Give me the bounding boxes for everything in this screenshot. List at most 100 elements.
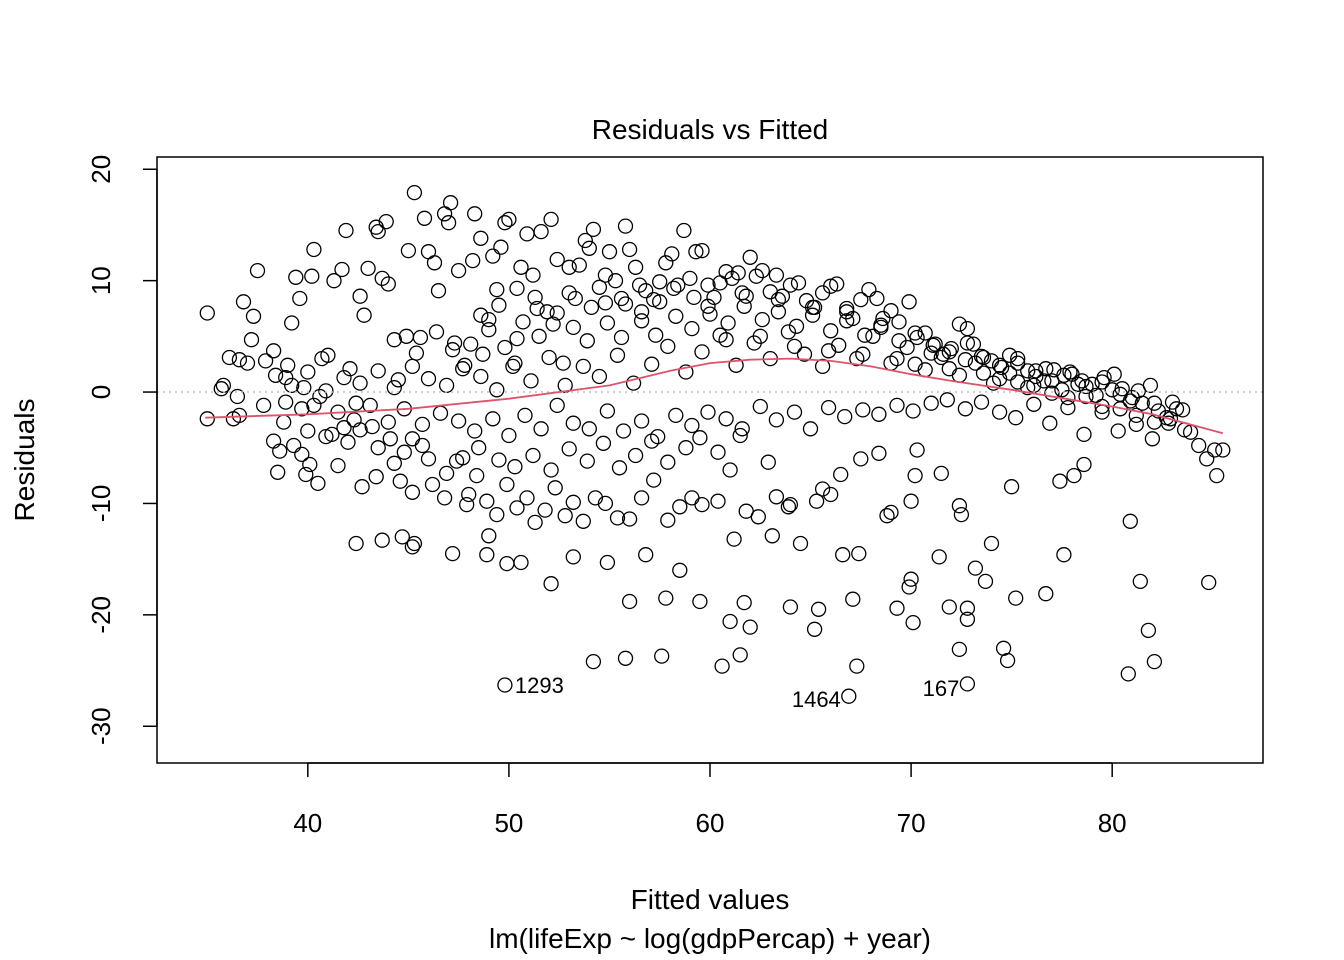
residual-point [820,399,837,416]
residual-point [660,512,676,528]
residual-point [533,223,549,240]
residual-point [473,307,489,323]
residual-point [770,304,787,320]
residual-point [845,591,861,607]
residual-point [1001,347,1018,363]
residual-point [499,555,515,572]
residual-point [406,535,423,552]
residual-point [229,388,246,405]
residual-point [565,549,581,565]
residual-point [235,294,252,310]
residual-point [889,600,905,616]
residual-point [633,490,650,506]
residual-point [1096,369,1112,386]
y-tick-label: 0 [86,385,116,399]
residual-point [1038,361,1054,377]
residual-point [272,443,288,459]
residual-point [1106,366,1122,382]
residual-point [788,318,805,334]
residual-point [432,405,449,421]
residual-point [533,421,549,437]
residual-point [310,475,326,492]
residual-point [802,421,819,437]
residual-point [792,535,809,552]
residual-point [871,445,887,461]
residual-point [748,268,764,284]
residual-point [991,404,1008,420]
residual-point [953,506,970,523]
residual-point [728,357,744,373]
residual-point [917,325,933,341]
residual-point [265,433,282,449]
residual-point [414,437,431,454]
residual-point [732,647,748,663]
residual-point [581,240,597,256]
residual-point [400,242,417,259]
residual-point [370,440,386,456]
residual-point [831,337,847,353]
residual-point [907,356,923,372]
residual-point [368,469,384,485]
residual-point [774,288,791,304]
residual-point [404,539,421,555]
residual-point [1215,442,1231,458]
labeled-residual-point [497,677,513,693]
residual-point [668,308,684,324]
residual-point [549,251,565,268]
residual-point [404,358,421,375]
residual-point [823,486,839,503]
residual-point [780,324,797,340]
residual-point [342,361,358,377]
residual-point [507,459,523,475]
residual-point [750,509,766,525]
labeled-residual-point [841,688,857,704]
residual-point [436,490,453,506]
residual-point [424,476,441,493]
residual-point [276,414,292,430]
residual-point [609,510,626,526]
residual-point [782,277,799,293]
residual-point [1010,355,1026,371]
residual-point [768,412,785,428]
residual-point [638,547,654,563]
residual-point [430,283,447,299]
residual-point [768,267,785,283]
model-formula-subtitle: lm(lifeExp ~ log(gdpPercap) + year) [489,923,931,954]
residual-point [473,368,489,385]
residual-point [249,262,266,279]
residual-point [497,215,513,231]
residual-point [489,382,505,398]
residual-point [613,329,630,346]
residual-point [284,315,300,331]
residual-point [334,261,350,278]
residual-point [718,411,734,427]
residual-point [557,508,573,524]
residual-point [370,363,386,379]
residual-point [861,281,877,298]
residual-point [455,361,471,377]
residual-point [318,383,334,399]
residual-point [296,379,312,396]
residual-point [879,508,895,524]
y-tick-label: -10 [86,485,116,523]
residual-point [710,444,726,460]
residual-point [901,294,917,310]
residual-point [883,504,899,521]
residual-point [420,244,437,260]
residual-point [467,423,483,439]
residual-point [1146,653,1163,670]
residual-point [742,619,758,635]
residual-point [354,479,370,495]
observation-label: 1464 [792,687,841,712]
residual-point [941,361,957,377]
residual-point [509,330,525,347]
residual-point [382,431,398,447]
residual-point [581,421,597,437]
residual-point [631,277,648,293]
residual-point [1052,473,1068,489]
residual-point [280,357,296,373]
residual-point [579,333,595,349]
residual-point [525,447,541,464]
residual-point [814,358,831,375]
